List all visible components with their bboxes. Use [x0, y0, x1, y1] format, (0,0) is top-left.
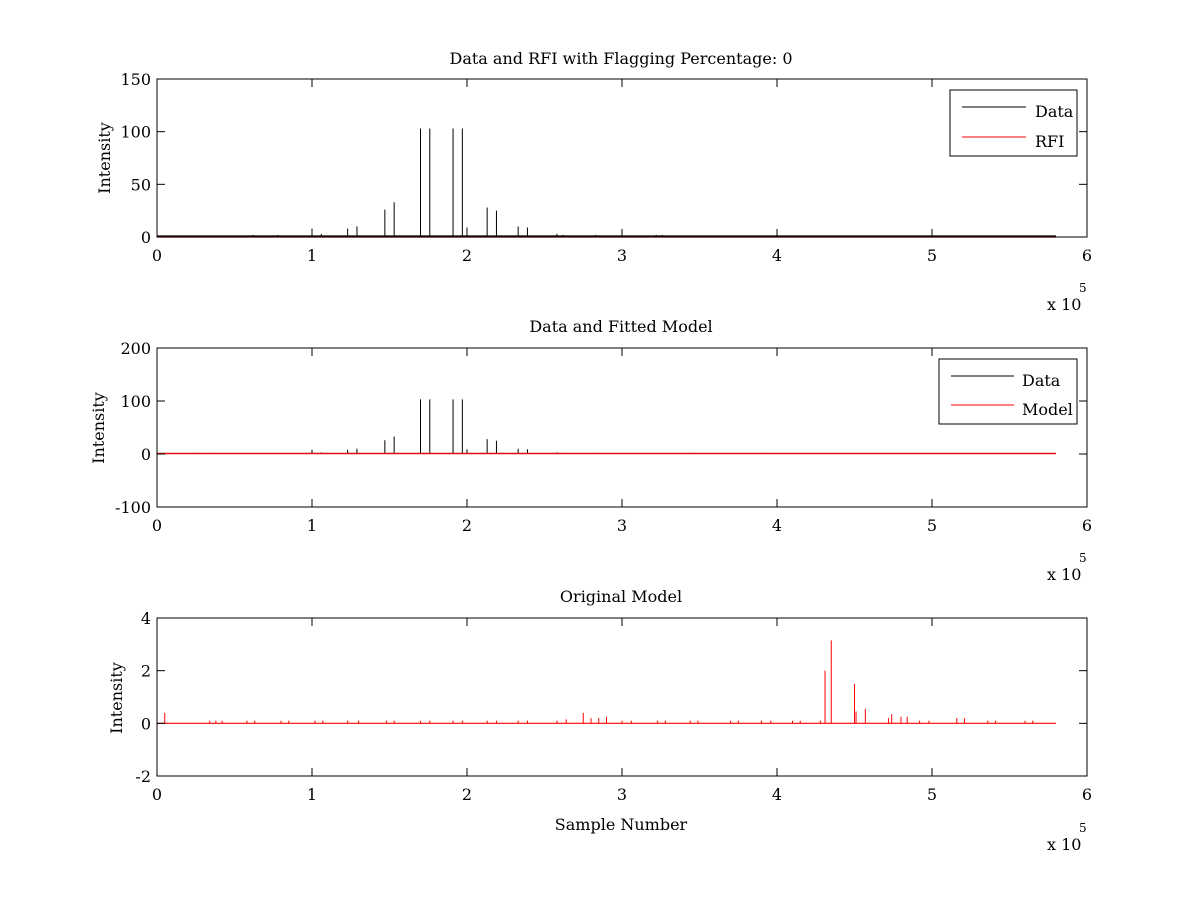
panel-3-xtick-label: 5: [927, 785, 937, 804]
panel-3-title: Original Model: [560, 587, 682, 606]
panel-1-xtick-label: 5: [927, 246, 937, 265]
panel-3-xlabel: Sample Number: [555, 815, 688, 834]
panel-2-legend-box: [938, 358, 1078, 425]
panel-1-xtick-label: 4: [772, 246, 782, 265]
panel-1-legend: Data RFI: [949, 89, 1078, 157]
panel-2-legend-data-label: Data: [1022, 371, 1061, 390]
panel-2-legend-model-label: Model: [1022, 400, 1073, 419]
panel-2-ytick-label: 0: [141, 445, 151, 464]
panel-1-xtick-label: 0: [152, 246, 162, 265]
panel-3-xtick-label: 0: [152, 785, 162, 804]
panel-3-x-exponent: 5: [1079, 821, 1087, 835]
panel-2-xtick-label: 6: [1082, 516, 1092, 535]
panel-1-xtick-label: 2: [462, 246, 472, 265]
panel-3-xtick-label: 1: [307, 785, 317, 804]
panel-3-ytick-label: -2: [135, 767, 151, 786]
panel-3-xtick-label: 4: [772, 785, 782, 804]
panel-1-title: Data and RFI with Flagging Percentage: 0: [449, 49, 792, 68]
panel-3-xtick-label: 2: [462, 785, 472, 804]
panel-1-xtick-label: 3: [617, 246, 627, 265]
panel-2-ytick-label: 100: [120, 392, 151, 411]
panel-2-xtick-label: 3: [617, 516, 627, 535]
panel-1: Data and RFI with Flagging Percentage: 0…: [95, 49, 1092, 314]
panel-3-data-layer: [157, 640, 1056, 724]
panel-2-data-layer: [157, 399, 1056, 455]
panel-1-xtick-label: 6: [1082, 246, 1092, 265]
panel-3-x-exponent-label: x 10: [1047, 835, 1081, 854]
panel-2-legend: Data Model: [938, 358, 1078, 425]
panel-1-x-exponent-label: x 10: [1047, 295, 1081, 314]
panel-3-ytick-label: 0: [141, 714, 151, 733]
panel-1-xtick-label: 1: [307, 246, 317, 265]
panel-3-xtick-label: 6: [1082, 785, 1092, 804]
panel-3-ylabel: Intensity: [107, 662, 126, 734]
panel-1-ticks: 0 1 2 3 4 5 6 0 50 100 150: [120, 70, 1092, 265]
panel-2-x-exponent-label: x 10: [1047, 565, 1081, 584]
panel-3-xtick-label: 3: [617, 785, 627, 804]
panel-2-ylabel: Intensity: [89, 392, 108, 464]
panel-2-xtick-label: 4: [772, 516, 782, 535]
panel-2-xtick-label: 0: [152, 516, 162, 535]
panel-2: Data and Fitted Model Intensity 0 1 2 3 4 5 6 -…: [89, 317, 1092, 584]
panel-2-title: Data and Fitted Model: [529, 317, 712, 336]
panel-1-legend-box: [949, 89, 1078, 157]
panel-1-legend-data-label: Data: [1035, 102, 1074, 121]
panel-2-ytick-label: -100: [115, 498, 151, 517]
panel-1-ytick-label: 150: [120, 70, 151, 89]
panel-2-x-exponent: 5: [1079, 551, 1087, 565]
panel-1-x-exponent: 5: [1079, 281, 1087, 295]
panel-1-ytick-label: 0: [141, 228, 151, 247]
panel-3-ytick-label: 2: [141, 662, 151, 681]
panel-2-xtick-label: 2: [462, 516, 472, 535]
panel-1-legend-rfi-label: RFI: [1035, 132, 1064, 151]
panel-2-xtick-label: 1: [307, 516, 317, 535]
panel-3-ytick-label: 4: [141, 609, 151, 628]
panel-1-ytick-label: 100: [120, 123, 151, 142]
panel-1-ylabel: Intensity: [95, 122, 114, 194]
panel-2-ytick-label: 200: [120, 339, 151, 358]
panel-2-xtick-label: 5: [927, 516, 937, 535]
panel-1-ytick-label: 50: [131, 175, 151, 194]
